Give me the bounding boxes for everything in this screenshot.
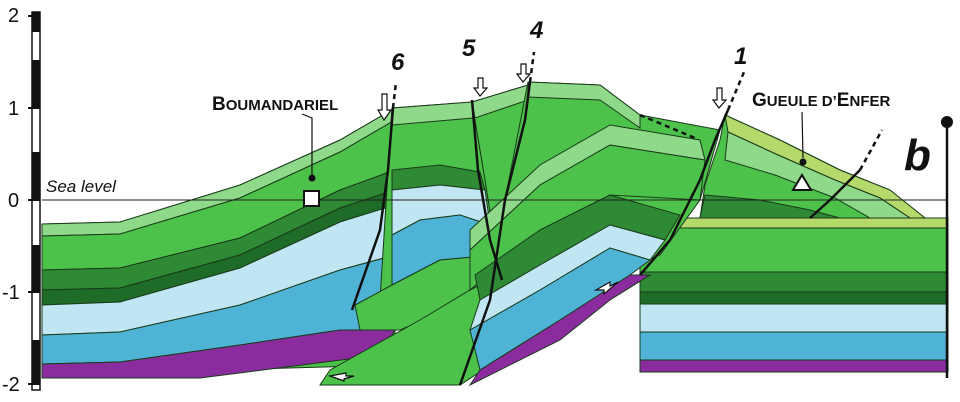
fault-6-trace [350, 107, 395, 311]
slip-arrow-base-icon [327, 372, 355, 382]
vertical-scale-bar [28, 11, 41, 391]
locality-enfer-initial: E [837, 90, 850, 111]
right-flat-strata [639, 217, 949, 373]
slip-arrow-thrust-icon [593, 280, 619, 296]
fault-1-hanging-wall [699, 114, 927, 219]
y-tick-label-minus-1: -1 [2, 282, 20, 304]
locality-enfer-rest: NFER [849, 93, 890, 110]
fault-b-trace [809, 169, 861, 219]
fault-4-trace [458, 81, 532, 386]
y-tick-label-0: 0 [8, 190, 19, 212]
locality-gueule-initial: G [752, 90, 767, 111]
y-tick-label-2: 2 [8, 5, 19, 27]
locality-gueule-denfer-label: GUEULE D’ENFER [752, 90, 890, 111]
locality-boumandariel-label: BOUMANDARIEL [212, 94, 338, 115]
fault-dashed-extensions [391, 51, 884, 171]
fault-number-4: 4 [529, 17, 543, 44]
fault-number-5: 5 [462, 35, 476, 62]
locality-boumandariel-rest: OUMANDARIEL [226, 97, 339, 114]
slip-arrows [327, 63, 728, 382]
fault-number-6: 6 [391, 49, 405, 76]
locality-gueule-denfer: GUEULE D’ENFER [752, 90, 890, 191]
locality-gueule-rest: UEULE D’ [767, 93, 837, 110]
locality-gueule-dot [799, 158, 807, 166]
left-anticline-block [41, 107, 396, 379]
section-end-marker [941, 116, 953, 378]
y-tick-label-minus-2: -2 [2, 374, 20, 396]
slip-arrow-6-icon [376, 93, 393, 122]
fault-traces [350, 81, 861, 386]
fault-1-trace [639, 109, 730, 276]
section-end-dot [941, 116, 953, 128]
sea-level-label: Sea level [46, 177, 117, 196]
locality-boumandariel-initial: B [212, 94, 226, 115]
locality-boumandariel-dot [308, 174, 316, 182]
triangle-marker-icon [791, 173, 813, 191]
y-tick-label-1: 1 [8, 98, 19, 120]
slip-arrow-1-icon [711, 87, 728, 109]
slip-arrow-5-icon [472, 77, 489, 97]
main-thrust-sheet [319, 81, 721, 387]
slip-arrow-4-icon [515, 63, 532, 83]
fault-number-1: 1 [734, 43, 747, 70]
panel-label: b [904, 131, 931, 180]
square-marker-icon [303, 190, 320, 207]
locality-boumandariel: BOUMANDARIEL [212, 94, 338, 207]
